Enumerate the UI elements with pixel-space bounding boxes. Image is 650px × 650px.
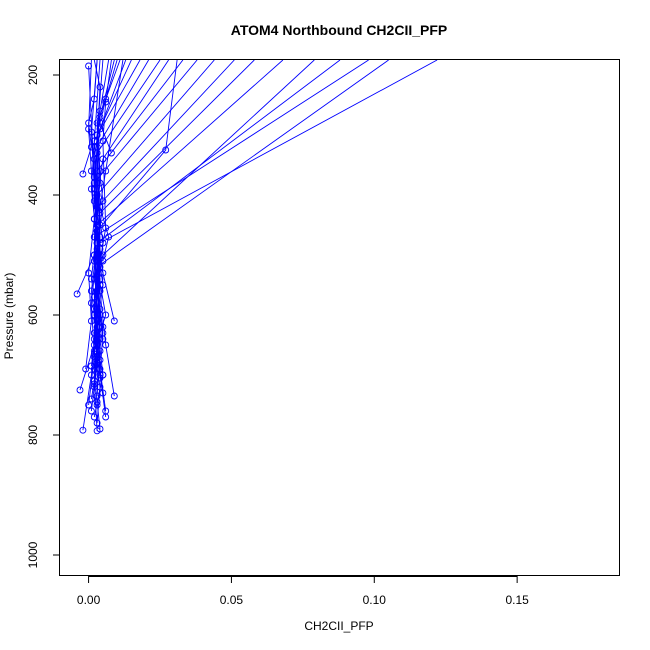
data-point — [105, 233, 113, 241]
x-tick-label: 0.05 — [220, 593, 244, 607]
y-tick-label: 200 — [26, 65, 40, 85]
x-tick-label: 0.15 — [505, 593, 529, 607]
data-point — [96, 83, 104, 91]
data-point — [73, 290, 81, 298]
y-axis-label: Pressure (mbar) — [2, 273, 16, 360]
series-line — [82, 60, 98, 175]
chart-title: ATOM4 Northbound CH2CII_PFP — [231, 22, 447, 38]
data-point — [90, 329, 98, 337]
series-line — [93, 60, 184, 370]
data-point — [90, 137, 98, 145]
data-point — [99, 197, 107, 205]
data-point — [93, 392, 101, 400]
data-point — [93, 239, 101, 247]
data-point — [87, 185, 95, 193]
y-tick-label: 600 — [26, 305, 40, 325]
data-point — [87, 407, 95, 415]
data-point — [87, 143, 95, 151]
data-point — [162, 146, 170, 154]
data-point — [85, 62, 93, 70]
data-point — [76, 386, 84, 394]
series-line — [93, 60, 149, 355]
data-point — [102, 413, 110, 421]
y-tick-label: 400 — [26, 185, 40, 205]
x-axis-label: CH2CII_PFP — [304, 619, 373, 633]
data-point — [102, 224, 110, 232]
series-line — [90, 60, 101, 385]
data-point — [85, 401, 93, 409]
data-point — [96, 233, 104, 241]
data-point — [96, 203, 104, 211]
data-point — [90, 173, 98, 181]
y-tick-label: 800 — [26, 425, 40, 445]
data-point — [87, 299, 95, 307]
data-point — [102, 95, 110, 103]
data-point — [93, 191, 101, 199]
series-line — [99, 60, 118, 154]
data-point — [102, 341, 110, 349]
x-tick-label: 0.10 — [363, 593, 387, 607]
plot-area: 0.00 0.05 0.10 0.15 200 400 600 800 1000 — [26, 59, 620, 607]
series-line — [93, 60, 389, 424]
data-point — [93, 427, 101, 435]
data-point — [90, 353, 98, 361]
data-point — [90, 197, 98, 205]
data-point — [110, 392, 118, 400]
series-line — [93, 60, 315, 406]
data-point — [87, 287, 95, 295]
y-tick-label: 1000 — [26, 541, 40, 568]
data-point — [87, 317, 95, 325]
data-point — [79, 170, 87, 178]
data-point — [96, 119, 104, 127]
data-point — [87, 362, 95, 370]
data-point — [99, 257, 107, 265]
series-line — [99, 60, 124, 262]
data-point — [93, 359, 101, 367]
data-point — [82, 365, 90, 373]
data-point — [96, 323, 104, 331]
data-point — [96, 371, 104, 379]
data-layer — [73, 60, 438, 435]
data-point — [79, 426, 87, 434]
series-line — [88, 60, 98, 406]
series-line — [93, 60, 438, 430]
x-axis: 0.00 0.05 0.10 0.15 — [77, 576, 529, 607]
data-point — [90, 380, 98, 388]
data-point — [96, 251, 104, 259]
data-point — [90, 413, 98, 421]
x-tick-label: 0.00 — [77, 593, 101, 607]
data-point — [85, 119, 93, 127]
data-point — [99, 155, 107, 163]
data-point — [93, 275, 101, 283]
series-line — [93, 60, 369, 418]
plot-frame — [59, 59, 620, 576]
data-point — [99, 137, 107, 145]
data-point — [93, 401, 101, 409]
data-point — [93, 335, 101, 343]
series-line — [76, 60, 115, 295]
y-axis: 200 400 600 800 1000 — [26, 65, 60, 568]
data-point — [87, 395, 95, 403]
data-point — [99, 329, 107, 337]
data-point — [90, 95, 98, 103]
data-point — [110, 317, 118, 325]
series-line — [90, 60, 101, 412]
data-point — [99, 269, 107, 277]
series-line — [96, 60, 112, 418]
data-point — [102, 167, 110, 175]
